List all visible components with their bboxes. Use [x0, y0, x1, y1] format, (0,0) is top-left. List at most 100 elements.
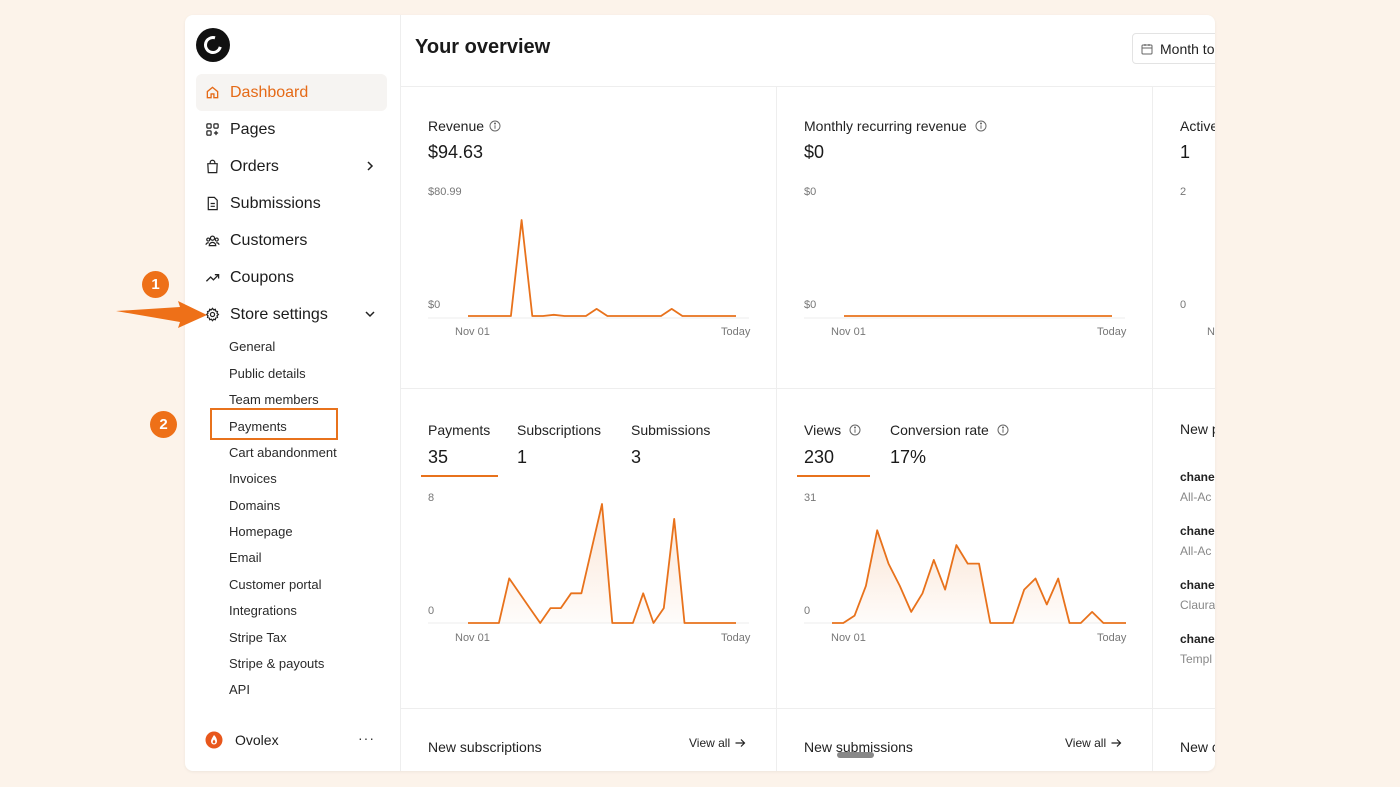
- views-point[interactable]: [840, 620, 846, 626]
- mrr-point[interactable]: [991, 313, 997, 319]
- views-point[interactable]: [897, 583, 903, 589]
- views-point[interactable]: [1055, 576, 1061, 582]
- tab-conversion-label[interactable]: Conversion rate: [890, 422, 1009, 438]
- revenue-point[interactable]: [572, 313, 578, 319]
- payments-point[interactable]: [589, 546, 595, 552]
- tab-conversion-value[interactable]: 17%: [890, 447, 927, 467]
- views-point[interactable]: [976, 561, 982, 567]
- sidebar-item-dashboard[interactable]: Dashboard: [196, 74, 387, 111]
- views-point[interactable]: [1067, 620, 1073, 626]
- mrr-point[interactable]: [1077, 313, 1083, 319]
- revenue-point[interactable]: [551, 312, 557, 318]
- payments-point[interactable]: [733, 620, 739, 626]
- settings-invoices[interactable]: Invoices: [229, 471, 277, 486]
- views-point[interactable]: [953, 542, 959, 548]
- sidebar-item-orders[interactable]: Orders: [196, 148, 387, 185]
- revenue-point[interactable]: [712, 313, 718, 319]
- payments-point[interactable]: [599, 501, 605, 507]
- mrr-point[interactable]: [1098, 313, 1104, 319]
- views-point[interactable]: [942, 587, 948, 593]
- payments-point[interactable]: [692, 620, 698, 626]
- payments-point[interactable]: [475, 620, 481, 626]
- revenue-point[interactable]: [562, 313, 568, 319]
- settings-public-details[interactable]: Public details: [229, 366, 306, 381]
- sidebar-item-pages[interactable]: Pages: [196, 111, 387, 148]
- revenue-point[interactable]: [626, 313, 632, 319]
- views-point[interactable]: [1123, 620, 1129, 626]
- list-item-name[interactable]: chane: [1180, 632, 1215, 646]
- mrr-point[interactable]: [1055, 313, 1061, 319]
- settings-customer-portal[interactable]: Customer portal: [229, 577, 322, 592]
- sidebar-item-coupons[interactable]: Coupons: [196, 259, 387, 296]
- settings-email[interactable]: Email: [229, 550, 262, 565]
- revenue-point[interactable]: [722, 313, 728, 319]
- revenue-point[interactable]: [497, 313, 503, 319]
- revenue-point[interactable]: [647, 313, 653, 319]
- revenue-point[interactable]: [669, 306, 675, 312]
- views-point[interactable]: [931, 557, 937, 563]
- info-icon[interactable]: [489, 120, 501, 132]
- workspace-switcher[interactable]: Ovolex ···: [196, 722, 387, 758]
- revenue-point[interactable]: [733, 313, 739, 319]
- revenue-point[interactable]: [615, 313, 621, 319]
- revenue-point[interactable]: [508, 313, 514, 319]
- mrr-point[interactable]: [1023, 313, 1029, 319]
- revenue-point[interactable]: [658, 313, 664, 319]
- payments-point[interactable]: [486, 620, 492, 626]
- payments-point[interactable]: [578, 590, 584, 596]
- revenue-point[interactable]: [701, 313, 707, 319]
- settings-stripe-payouts[interactable]: Stripe & payouts: [229, 656, 325, 671]
- payments-point[interactable]: [568, 590, 574, 596]
- settings-payments[interactable]: Payments: [229, 419, 287, 434]
- info-icon[interactable]: [975, 120, 987, 132]
- payments-point[interactable]: [630, 620, 636, 626]
- revenue-point[interactable]: [583, 313, 589, 319]
- sidebar-item-submissions[interactable]: Submissions: [196, 185, 387, 222]
- scrollbar-handle[interactable]: [837, 752, 874, 758]
- mrr-point[interactable]: [905, 313, 911, 319]
- settings-integrations[interactable]: Integrations: [229, 603, 297, 618]
- mrr-point[interactable]: [1109, 313, 1115, 319]
- payments-point[interactable]: [723, 620, 729, 626]
- views-point[interactable]: [1044, 602, 1050, 608]
- views-point[interactable]: [999, 620, 1005, 626]
- mrr-point[interactable]: [948, 313, 954, 319]
- payments-point[interactable]: [496, 620, 502, 626]
- tab-views-value[interactable]: 230: [804, 447, 835, 467]
- payments-point[interactable]: [537, 620, 543, 626]
- payments-point[interactable]: [517, 590, 523, 596]
- views-point[interactable]: [1100, 620, 1106, 626]
- date-range-picker[interactable]: Month to date: [1132, 33, 1215, 64]
- payments-point[interactable]: [527, 605, 533, 611]
- mrr-point[interactable]: [970, 313, 976, 319]
- views-point[interactable]: [908, 609, 914, 615]
- settings-team-members[interactable]: Team members: [229, 392, 319, 407]
- payments-point[interactable]: [640, 590, 646, 596]
- list-item-name[interactable]: chane: [1180, 470, 1215, 484]
- views-point[interactable]: [852, 613, 858, 619]
- sidebar-item-store-settings[interactable]: Store settings: [196, 296, 387, 333]
- settings-api[interactable]: API: [229, 682, 250, 697]
- tab-payments-label[interactable]: Payments: [428, 422, 491, 438]
- mrr-point[interactable]: [1066, 313, 1072, 319]
- revenue-point[interactable]: [637, 313, 643, 319]
- tab-submissions-value[interactable]: 3: [631, 447, 642, 467]
- list-item-name[interactable]: chane: [1180, 524, 1215, 538]
- tab-payments-value[interactable]: 35: [428, 447, 449, 467]
- logo-icon[interactable]: [196, 28, 230, 62]
- payments-point[interactable]: [548, 605, 554, 611]
- payments-point[interactable]: [661, 605, 667, 611]
- mrr-point[interactable]: [1034, 313, 1040, 319]
- chevron-right-icon[interactable]: [363, 159, 377, 173]
- views-point[interactable]: [829, 620, 835, 626]
- payments-point[interactable]: [620, 620, 626, 626]
- revenue-point[interactable]: [679, 313, 685, 319]
- mrr-point[interactable]: [1002, 313, 1008, 319]
- payments-point[interactable]: [465, 620, 471, 626]
- mrr-point[interactable]: [938, 313, 944, 319]
- chevron-down-icon[interactable]: [363, 307, 377, 321]
- payments-point[interactable]: [651, 620, 657, 626]
- views-point[interactable]: [965, 561, 971, 567]
- revenue-point[interactable]: [604, 313, 610, 319]
- settings-cart-abandonment[interactable]: Cart abandonment: [229, 445, 337, 460]
